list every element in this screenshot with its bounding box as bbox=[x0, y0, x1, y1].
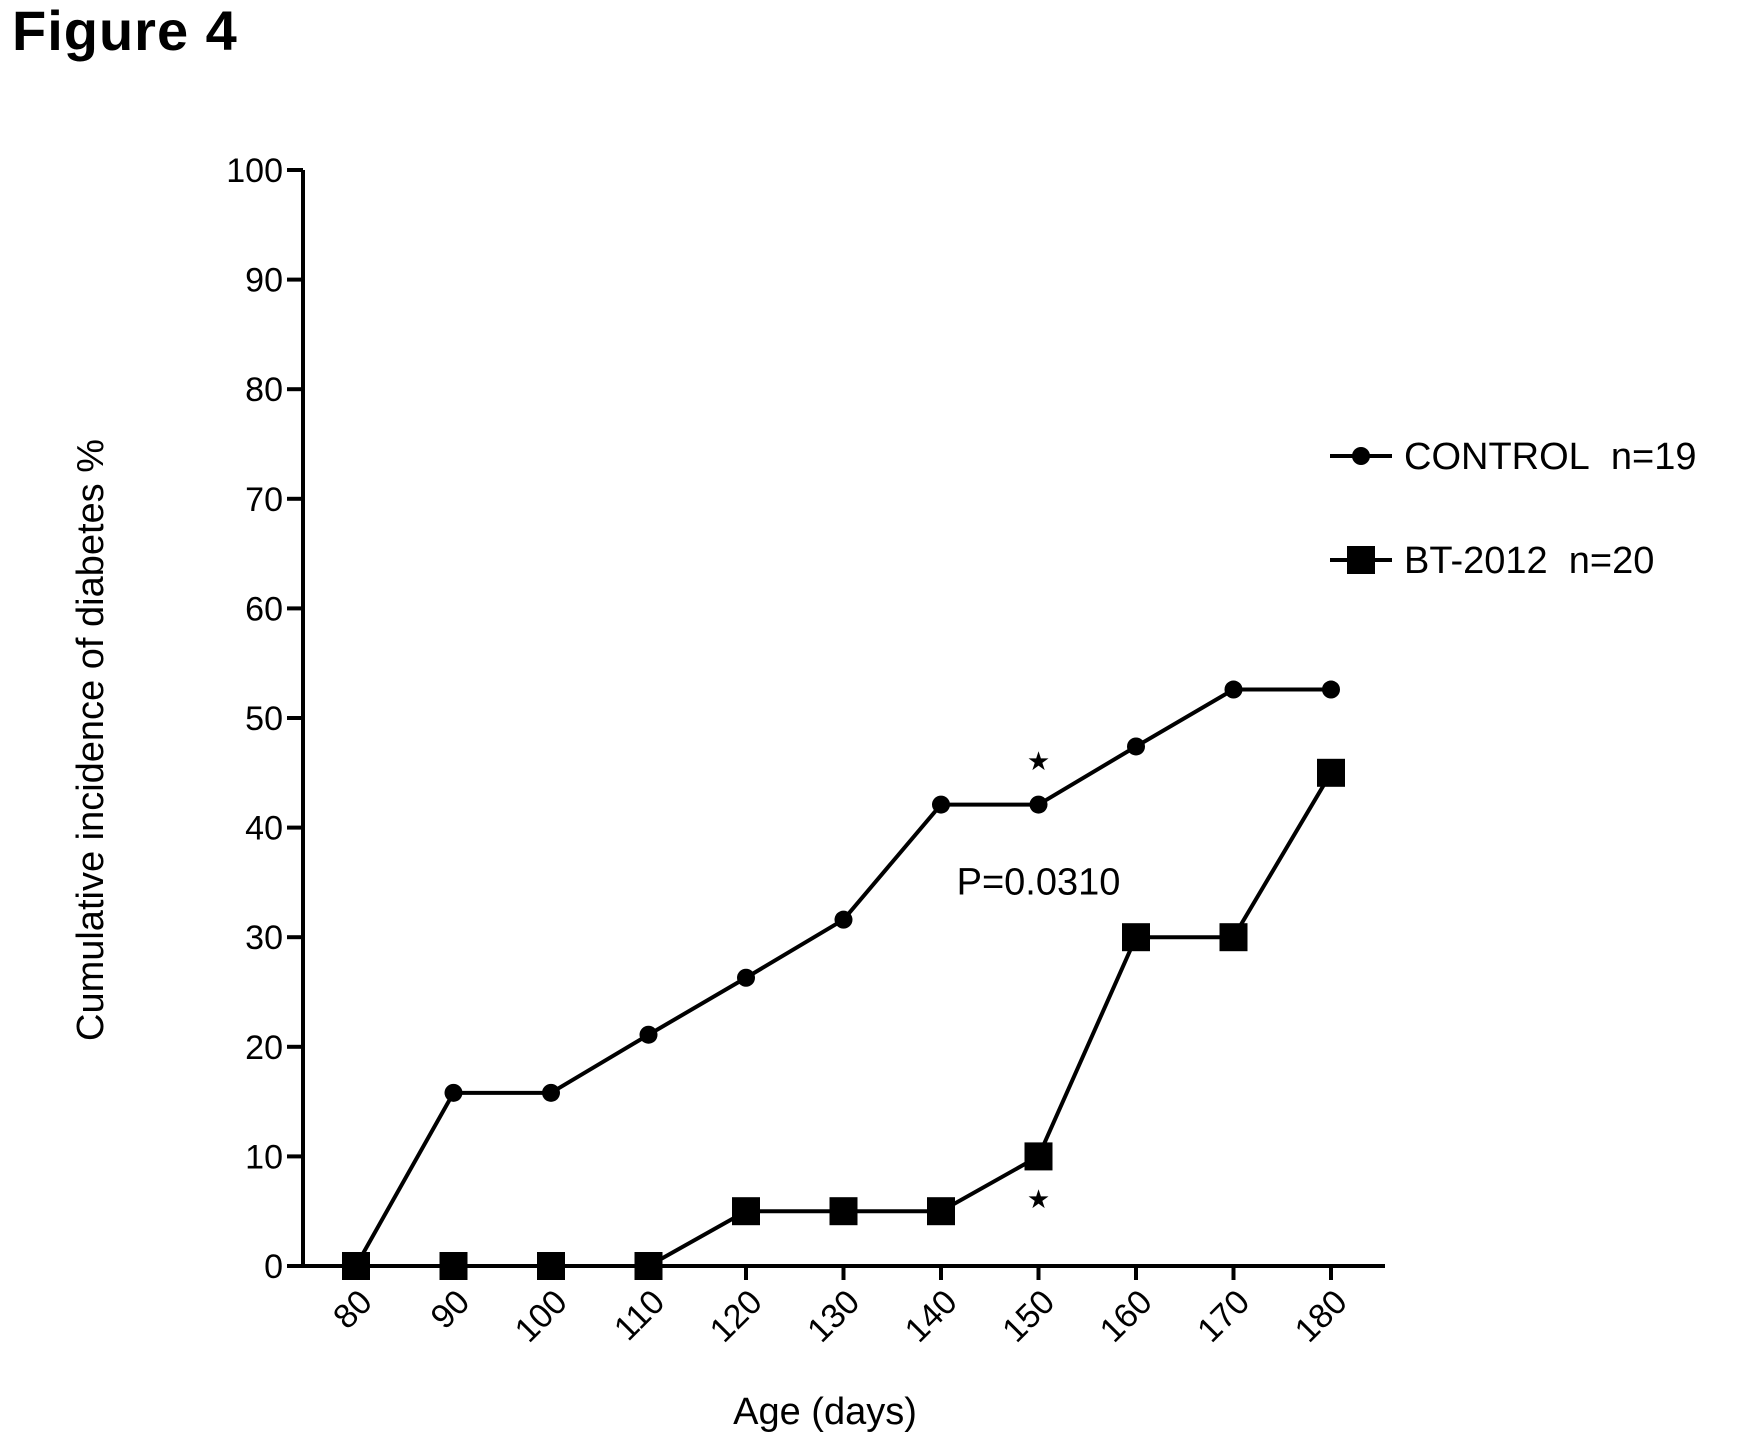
legend-marker-circle bbox=[1352, 447, 1370, 465]
y-tick-label: 0 bbox=[264, 1248, 283, 1286]
x-tick-label: 80 bbox=[326, 1283, 380, 1337]
x-tick-label: 160 bbox=[1093, 1283, 1160, 1350]
data-point-control bbox=[444, 1083, 463, 1102]
legend-label: BT-2012 n=20 bbox=[1404, 540, 1654, 582]
x-tick-label: 140 bbox=[898, 1283, 965, 1350]
x-tick-label: 170 bbox=[1190, 1283, 1257, 1350]
figure-title: Figure 4 bbox=[12, 0, 238, 62]
y-tick-label: 30 bbox=[245, 919, 283, 957]
y-tick-label: 80 bbox=[245, 371, 283, 409]
legend: CONTROL n=19 BT-2012 n=20 bbox=[1330, 436, 1697, 582]
data-point-control bbox=[932, 795, 950, 814]
data-point-control bbox=[639, 1025, 658, 1044]
data-point-bt2012 bbox=[1317, 758, 1345, 787]
significance-star: ★ bbox=[1027, 1185, 1050, 1215]
x-axis: 80 90 100 110 120 130 140 150 160 170 180 Age (days… bbox=[303, 1264, 1385, 1433]
p-value-annotation: P=0.0310 bbox=[957, 861, 1121, 903]
x-tick-label: 110 bbox=[607, 1283, 672, 1348]
annotation-layer: P=0.0310 ★ ★ bbox=[957, 747, 1121, 1215]
x-tick-label: 180 bbox=[1288, 1283, 1355, 1350]
x-tick-label: 130 bbox=[800, 1283, 867, 1350]
y-tick-label: 70 bbox=[245, 481, 283, 519]
data-point-bt2012 bbox=[732, 1197, 760, 1226]
x-axis-title: Age (days) bbox=[733, 1391, 917, 1433]
significance-star: ★ bbox=[1027, 747, 1050, 777]
data-point-bt2012 bbox=[537, 1252, 565, 1280]
series-layer bbox=[342, 680, 1345, 1280]
data-point-control bbox=[1224, 680, 1243, 699]
data-point-control bbox=[542, 1083, 560, 1102]
data-point-bt2012 bbox=[829, 1197, 858, 1226]
x-tick-label: 150 bbox=[995, 1283, 1062, 1350]
y-tick-label: 40 bbox=[245, 810, 283, 848]
legend-label: CONTROL n=19 bbox=[1404, 436, 1697, 478]
y-axis: 0 10 20 30 40 50 60 70 80 90 100 Cumulative inciden… bbox=[70, 152, 305, 1286]
data-point-control bbox=[737, 968, 755, 987]
y-tick-label: 50 bbox=[245, 700, 283, 738]
legend-item-control: CONTROL n=19 bbox=[1330, 436, 1697, 478]
legend-item-bt2012: BT-2012 n=20 bbox=[1330, 540, 1654, 582]
data-point-bt2012 bbox=[927, 1197, 955, 1226]
data-point-control bbox=[1127, 737, 1145, 756]
y-tick-label: 20 bbox=[245, 1029, 283, 1067]
data-point-control bbox=[1029, 795, 1048, 814]
y-tick-label: 10 bbox=[245, 1138, 283, 1176]
data-point-bt2012 bbox=[1219, 923, 1248, 952]
data-point-bt2012 bbox=[439, 1252, 468, 1280]
y-tick-label: 60 bbox=[245, 590, 283, 628]
y-tick-label: 90 bbox=[245, 262, 283, 300]
data-point-control bbox=[1322, 680, 1340, 699]
data-point-bt2012 bbox=[342, 1252, 370, 1280]
data-point-control bbox=[834, 910, 853, 929]
data-point-bt2012 bbox=[1122, 923, 1150, 952]
series-line-control bbox=[354, 687, 1331, 1267]
x-tick-label: 120 bbox=[703, 1283, 770, 1350]
y-tick-label: 100 bbox=[226, 152, 283, 190]
data-point-bt2012 bbox=[634, 1252, 663, 1280]
series-line-bt2012 bbox=[356, 771, 1333, 1268]
data-point-bt2012 bbox=[1024, 1142, 1053, 1171]
legend-marker-square bbox=[1347, 546, 1375, 574]
x-tick-label: 90 bbox=[424, 1283, 478, 1337]
x-tick-label: 100 bbox=[508, 1283, 575, 1350]
y-axis-title: Cumulative incidence of diabetes % bbox=[70, 439, 112, 1041]
